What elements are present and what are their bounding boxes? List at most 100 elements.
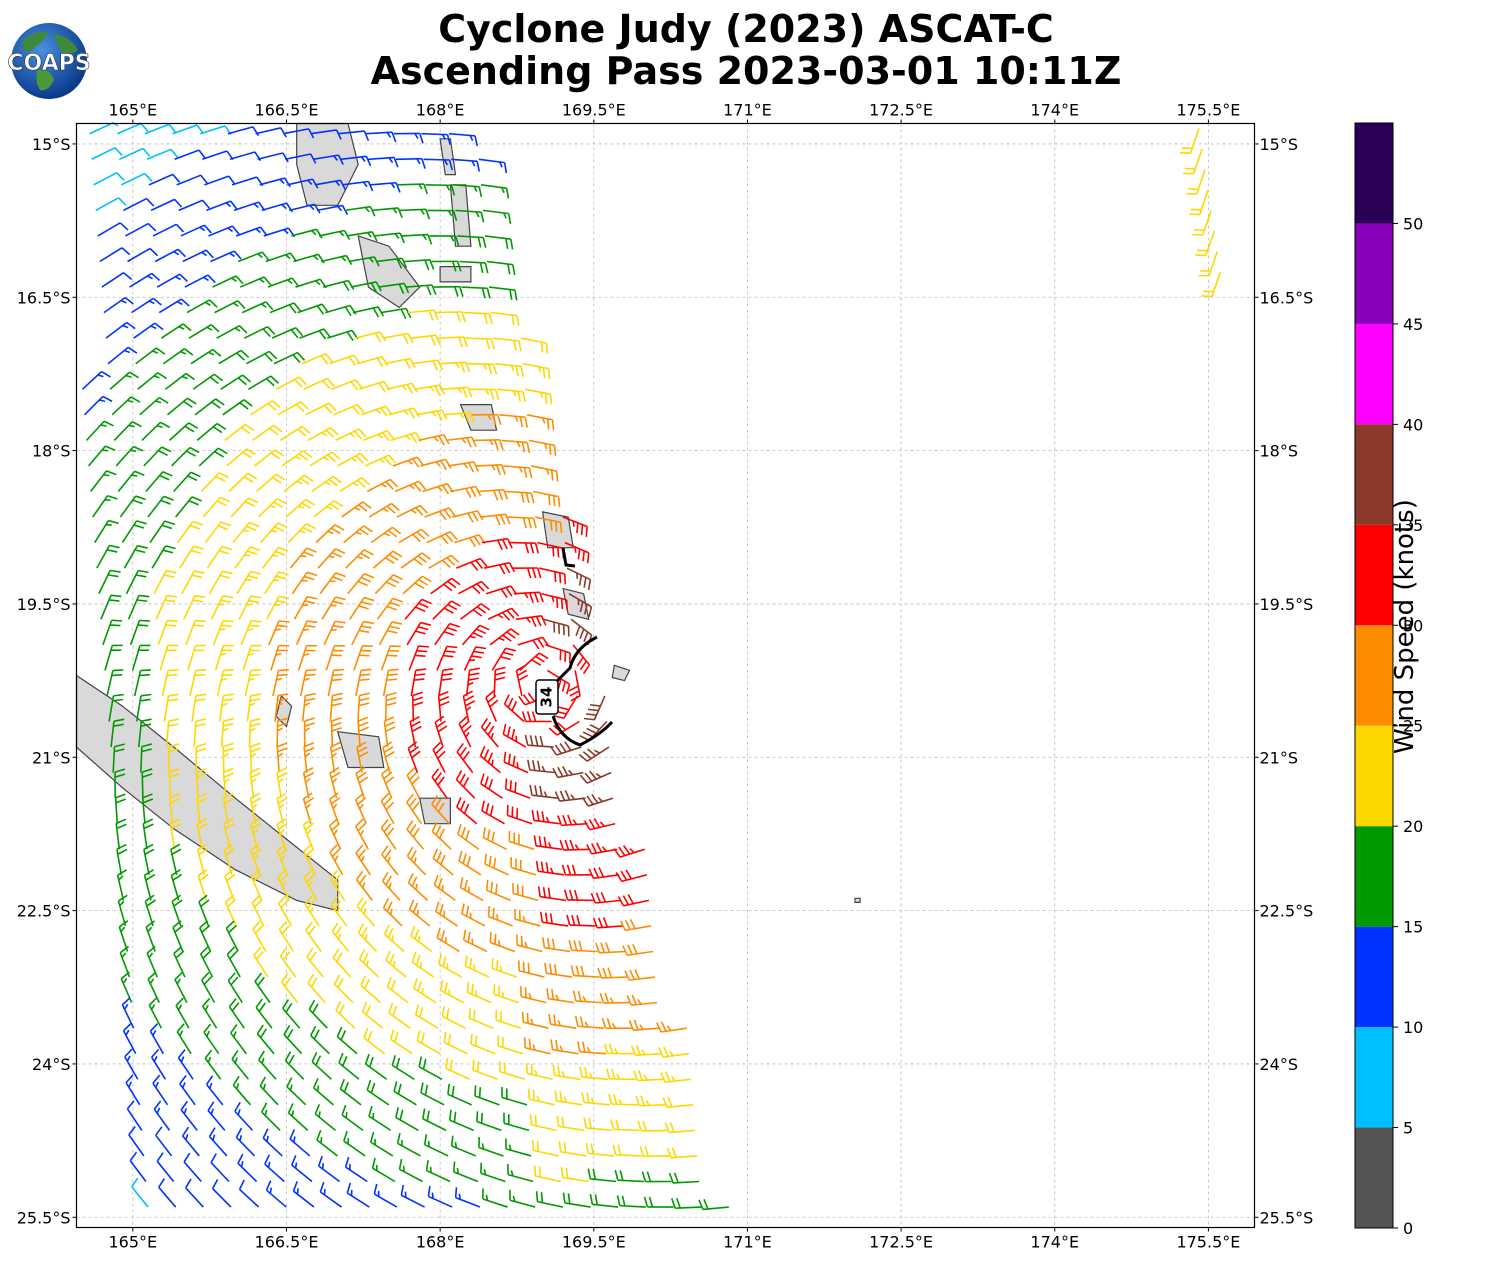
- wind-barb: [487, 607, 520, 621]
- axis-ticks: 165°E 165°E 166.5°E 166.5°E 168°E 168°E 169.5°…: [17, 101, 1314, 1252]
- wind-barb: [473, 438, 504, 451]
- wind-barb: [116, 122, 149, 135]
- wind-barb: [382, 668, 399, 697]
- wind-barb: [121, 997, 135, 1029]
- wind-barb: [484, 853, 509, 876]
- wind-barb: [568, 593, 593, 618]
- wind-barb: [562, 516, 588, 537]
- wind-barb: [157, 619, 178, 646]
- wind-barb: [579, 770, 612, 784]
- wind-barb: [574, 1015, 604, 1029]
- colorbar-segment: [1355, 223, 1393, 324]
- wind-barb: [491, 957, 518, 978]
- wind-barb: [170, 843, 182, 876]
- wind-barb: [235, 226, 268, 237]
- colorbar-tick: 35: [1403, 516, 1423, 535]
- wind-barb: [129, 619, 150, 646]
- wind-barb: [149, 520, 175, 544]
- wind-barb: [503, 465, 533, 479]
- wind-barb: [355, 870, 373, 901]
- wind-barb: [178, 199, 210, 212]
- wind-barb: [454, 534, 486, 547]
- wind-barb: [207, 1101, 226, 1131]
- wind-barb: [587, 1168, 617, 1183]
- wind-barb: [266, 595, 290, 620]
- wind-barb: [237, 251, 270, 263]
- wind-barb: [319, 572, 346, 595]
- wind-barb: [185, 619, 206, 646]
- island-malekula: [357, 235, 421, 309]
- wind-barb: [430, 577, 461, 595]
- wind-barb: [539, 567, 567, 585]
- wind-barb: [450, 1135, 477, 1157]
- wind-barb: [177, 1049, 194, 1080]
- wind-barb: [230, 1024, 247, 1055]
- wind-barb: [312, 1077, 334, 1106]
- wind-barb: [639, 1146, 670, 1158]
- wind-barb: [175, 496, 202, 518]
- wind-barb: [345, 549, 374, 569]
- wind-barb: [418, 1056, 443, 1080]
- wind-barb: [599, 992, 630, 1004]
- wind-barb: [116, 869, 128, 901]
- wind-barb: [352, 306, 385, 318]
- wind-34kt-contour: 34: [535, 547, 614, 747]
- wind-barb: [144, 123, 177, 135]
- wind-barb: [395, 1107, 419, 1132]
- wind-barb: [133, 669, 151, 697]
- wind-barb: [458, 850, 482, 876]
- wind-barb: [414, 1004, 439, 1029]
- colorbar-tick: 25: [1403, 717, 1423, 736]
- wind-barb: [360, 405, 393, 417]
- wind-barb: [135, 347, 166, 365]
- wind-barb: [252, 920, 267, 952]
- wind-barb: [356, 897, 375, 927]
- wind-barb: [179, 545, 204, 569]
- wind-barb: [1201, 271, 1222, 298]
- lon-tick-bottom: 166.5°E: [255, 1233, 319, 1252]
- wind-barb: [200, 125, 232, 136]
- colorbar-tick: 20: [1403, 817, 1423, 836]
- wind-barb: [515, 615, 547, 627]
- wind-barb: [330, 716, 342, 748]
- wind-barb: [265, 1180, 287, 1208]
- wind-barb: [597, 967, 628, 979]
- lon-tick-bottom: 169.5°E: [562, 1233, 626, 1252]
- wind-barb: [135, 693, 152, 722]
- wind-barb: [411, 952, 435, 978]
- wind-barb: [612, 1144, 642, 1157]
- wind-barb: [491, 311, 520, 326]
- wind-barb: [168, 767, 180, 799]
- wind-barb: [356, 741, 369, 773]
- wind-barb: [408, 645, 429, 671]
- wind-barb: [146, 148, 179, 161]
- wind-barb: [533, 835, 562, 851]
- wind-barb: [212, 619, 234, 646]
- wind-barb: [624, 969, 656, 981]
- wind-barb: [225, 920, 239, 952]
- colorbar-tick: 40: [1403, 415, 1423, 434]
- wind-barb: [202, 150, 234, 161]
- wind-barb: [406, 846, 427, 876]
- wind-barb: [383, 716, 396, 748]
- wind-barb: [208, 570, 233, 595]
- wind-barb: [133, 322, 164, 339]
- wind-barb: [459, 877, 484, 902]
- wind-barb: [228, 998, 245, 1029]
- wind-barb: [376, 597, 403, 620]
- wind-barb: [99, 247, 131, 263]
- wind-barb: [506, 804, 533, 825]
- lon-tick-bottom: 172.5°E: [869, 1233, 933, 1252]
- wind-barb: [356, 355, 389, 368]
- lat-tick-left: 16.5°S: [17, 288, 71, 307]
- wind-barb: [254, 972, 271, 1004]
- wind-barb: [321, 596, 346, 620]
- wind-barb: [556, 1115, 585, 1132]
- wind-barb: [231, 1049, 250, 1080]
- wind-barb: [491, 647, 516, 671]
- lon-tick-bottom: 175.5°E: [1176, 1233, 1240, 1252]
- wind-barb: [248, 717, 261, 748]
- wind-barb: [118, 147, 151, 161]
- wind-barb: [224, 423, 255, 442]
- wind-barb: [129, 1151, 147, 1182]
